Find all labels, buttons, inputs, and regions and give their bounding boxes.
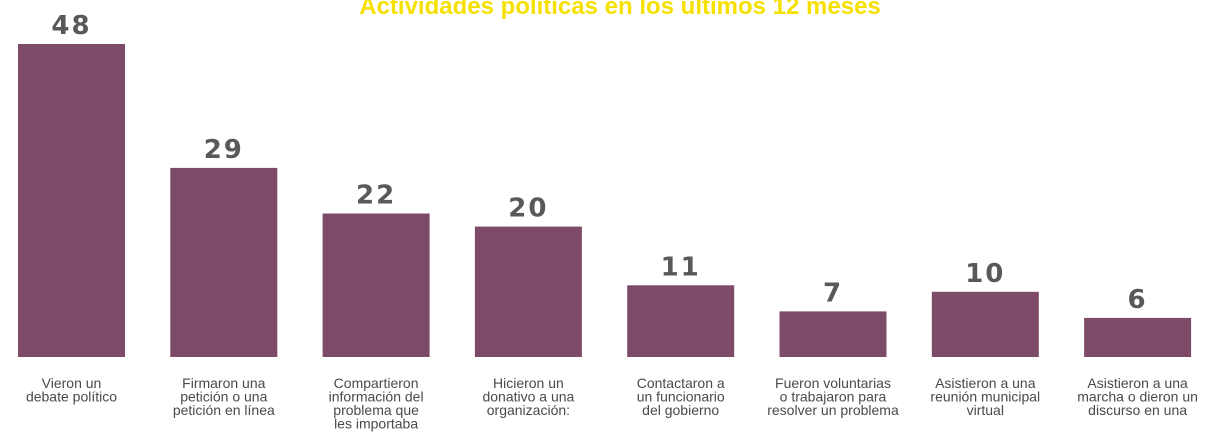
value-label-4: 11 — [661, 252, 701, 282]
bar-5 — [779, 311, 887, 357]
category-label-0-line-0: Vieron un — [42, 375, 102, 391]
category-label-7: Asistieron a una marcha o dieron un discur… — [1077, 375, 1198, 418]
value-label-1: 29 — [204, 135, 244, 165]
category-label-4-line-1: un funcionario — [637, 389, 725, 405]
category-label-3: Hicieron un donativo a una organización: — [482, 375, 574, 418]
bar-4 — [627, 285, 735, 357]
category-label-5-line-2: resolver un problema — [767, 402, 899, 418]
category-label-5-line-1: o trabajaron para — [780, 389, 887, 405]
category-label-1-line-2: petición en línea — [173, 402, 275, 418]
chart-title: Actividades políticas en los últimos 12 … — [359, 0, 881, 20]
bar-7 — [1084, 317, 1192, 357]
category-label-4-line-2: del gobierno — [642, 402, 719, 418]
bar-1 — [170, 167, 278, 357]
category-label-0: Vieron un debate político — [26, 375, 117, 405]
category-label-6-line-0: Asistieron a una — [935, 375, 1036, 391]
bar-6 — [931, 291, 1039, 357]
category-label-5-line-0: Fueron voluntarias — [775, 375, 891, 391]
value-label-5: 7 — [823, 278, 843, 308]
category-label-6-line-2: virtual — [967, 402, 1004, 418]
category-label-2-line-0: Compartieron — [334, 375, 419, 391]
category-label-1-line-1: petición o una — [180, 389, 267, 405]
category-label-3-line-0: Hicieron un — [493, 375, 564, 391]
category-label-3-line-1: donativo a una — [482, 389, 574, 405]
value-label-7: 6 — [1128, 285, 1148, 315]
category-label-7-line-1: marcha o dieron un — [1077, 389, 1198, 405]
value-labels-group: 48 29 22 20 11 7 10 6 — [51, 11, 1148, 315]
category-label-0-line-1: debate político — [26, 389, 117, 405]
value-label-3: 20 — [508, 194, 548, 224]
category-label-1-line-0: Firmaron una — [182, 375, 265, 391]
category-label-5: Fueron voluntarias o trabajaron para resol… — [767, 375, 899, 418]
category-label-2-line-3: les importaba — [334, 416, 418, 432]
category-label-1: Firmaron una petición o una petición en lí… — [173, 375, 275, 418]
value-label-0: 48 — [51, 11, 91, 41]
category-label-2-line-2: problema que — [333, 402, 419, 418]
category-label-7-line-0: Asistieron a una — [1087, 375, 1188, 391]
bar-2 — [322, 213, 430, 357]
bar-3 — [474, 226, 582, 357]
category-label-6: Asistieron a una reunión municipal virtual — [930, 375, 1040, 418]
category-label-2-line-1: información del — [329, 389, 424, 405]
category-label-6-line-1: reunión municipal — [930, 389, 1040, 405]
value-label-6: 10 — [965, 259, 1005, 289]
category-label-4: Contactaron a un funcionario del gobierno — [637, 375, 725, 418]
bar-0 — [18, 44, 125, 357]
category-label-7-line-2: discurso en una — [1088, 402, 1187, 418]
bars-group — [18, 44, 1192, 357]
category-label-4-line-0: Contactaron a — [637, 375, 725, 391]
category-label-3-line-2: organización: — [487, 402, 570, 418]
category-label-2: Compartieron información del problema que l… — [329, 375, 424, 432]
value-label-2: 22 — [356, 181, 396, 211]
